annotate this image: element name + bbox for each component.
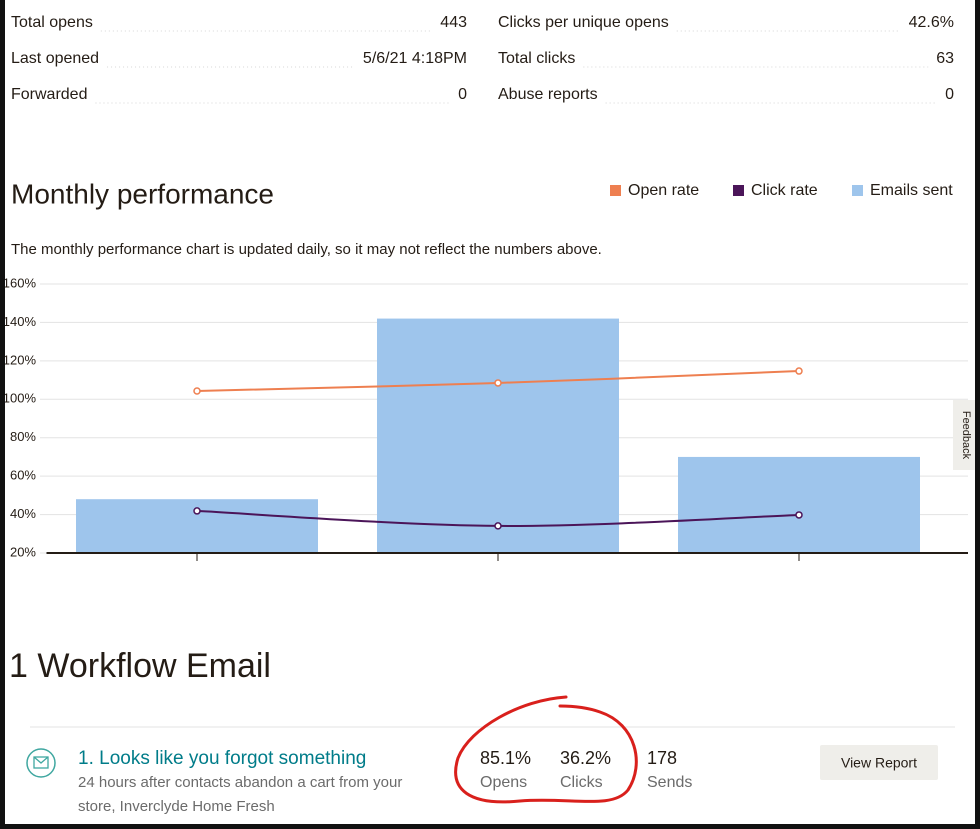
opens-label: Opens — [480, 774, 527, 791]
y-tick-label: 20% — [10, 544, 36, 559]
sends-label: Sends — [647, 774, 692, 791]
bar — [678, 456, 920, 553]
stat-label: Total opens — [11, 14, 93, 31]
line-point — [795, 511, 803, 519]
stat-label: Total clicks — [498, 50, 575, 67]
stat-value: 42.6% — [909, 14, 954, 31]
stat-label: Forwarded — [11, 86, 87, 103]
chart-subtitle: The monthly performance chart is updated… — [11, 241, 602, 258]
feedback-label[interactable]: Feedback — [960, 411, 972, 460]
stat-label: Clicks per unique opens — [498, 14, 669, 31]
chart-plot: 160% 140% 120% 100% 80% 60% 40% 20% — [3, 275, 968, 561]
chart-title: Monthly performance — [11, 178, 274, 209]
bar — [377, 318, 619, 553]
clicks-value: 36.2% — [560, 748, 611, 768]
frame — [975, 0, 980, 829]
clicks-label: Clicks — [560, 774, 603, 791]
red-annotation — [454, 695, 638, 804]
y-tick-label: 140% — [3, 314, 37, 329]
legend-label: Emails sent — [870, 182, 953, 199]
stat-value: 5/6/21 4:18PM — [363, 50, 467, 67]
sends-value: 178 — [647, 748, 677, 768]
y-tick-label: 120% — [3, 352, 37, 367]
frame — [0, 824, 980, 829]
legend-label: Open rate — [628, 182, 699, 199]
chart-area: 160% 140% 120% 100% 80% 60% 40% 20% Open rate Cli… — [3, 182, 968, 561]
stat-value: 63 — [936, 50, 954, 67]
legend-swatch — [733, 185, 744, 196]
email-description: store, Inverclyde Home Fresh — [78, 798, 275, 815]
email-icon-envelope — [33, 756, 49, 769]
stat-label: Last opened — [11, 50, 99, 67]
y-tick-label: 160% — [3, 275, 37, 290]
line-point — [494, 379, 502, 387]
frame — [0, 0, 5, 829]
email-description: 24 hours after contacts abandon a cart f… — [78, 774, 402, 791]
view-report-label[interactable]: View Report — [841, 755, 917, 771]
stat-value: 0 — [458, 86, 467, 103]
y-tick-label: 80% — [10, 429, 36, 444]
line-point — [494, 522, 502, 530]
section-heading: 1 Workflow Email — [9, 647, 271, 685]
legend-label: Click rate — [751, 182, 818, 199]
stat-value: 443 — [440, 14, 467, 31]
email-icon-flap — [33, 756, 49, 764]
legend-swatch — [852, 185, 863, 196]
view-report-button[interactable] — [820, 745, 938, 780]
y-tick-label: 40% — [10, 506, 36, 521]
line-point — [193, 387, 201, 395]
feedback-tab[interactable] — [953, 400, 976, 470]
stat-value: 0 — [945, 86, 954, 103]
y-tick-label: 100% — [3, 391, 37, 406]
line-point — [795, 367, 803, 375]
opens-value: 85.1% — [480, 748, 531, 768]
line-point — [193, 507, 201, 515]
legend-swatch — [610, 185, 621, 196]
y-tick-label: 60% — [10, 468, 36, 483]
stat-label: Abuse reports — [498, 86, 598, 103]
email-icon — [26, 748, 56, 778]
email-title-link[interactable]: 1. Looks like you forgot something — [78, 748, 366, 769]
